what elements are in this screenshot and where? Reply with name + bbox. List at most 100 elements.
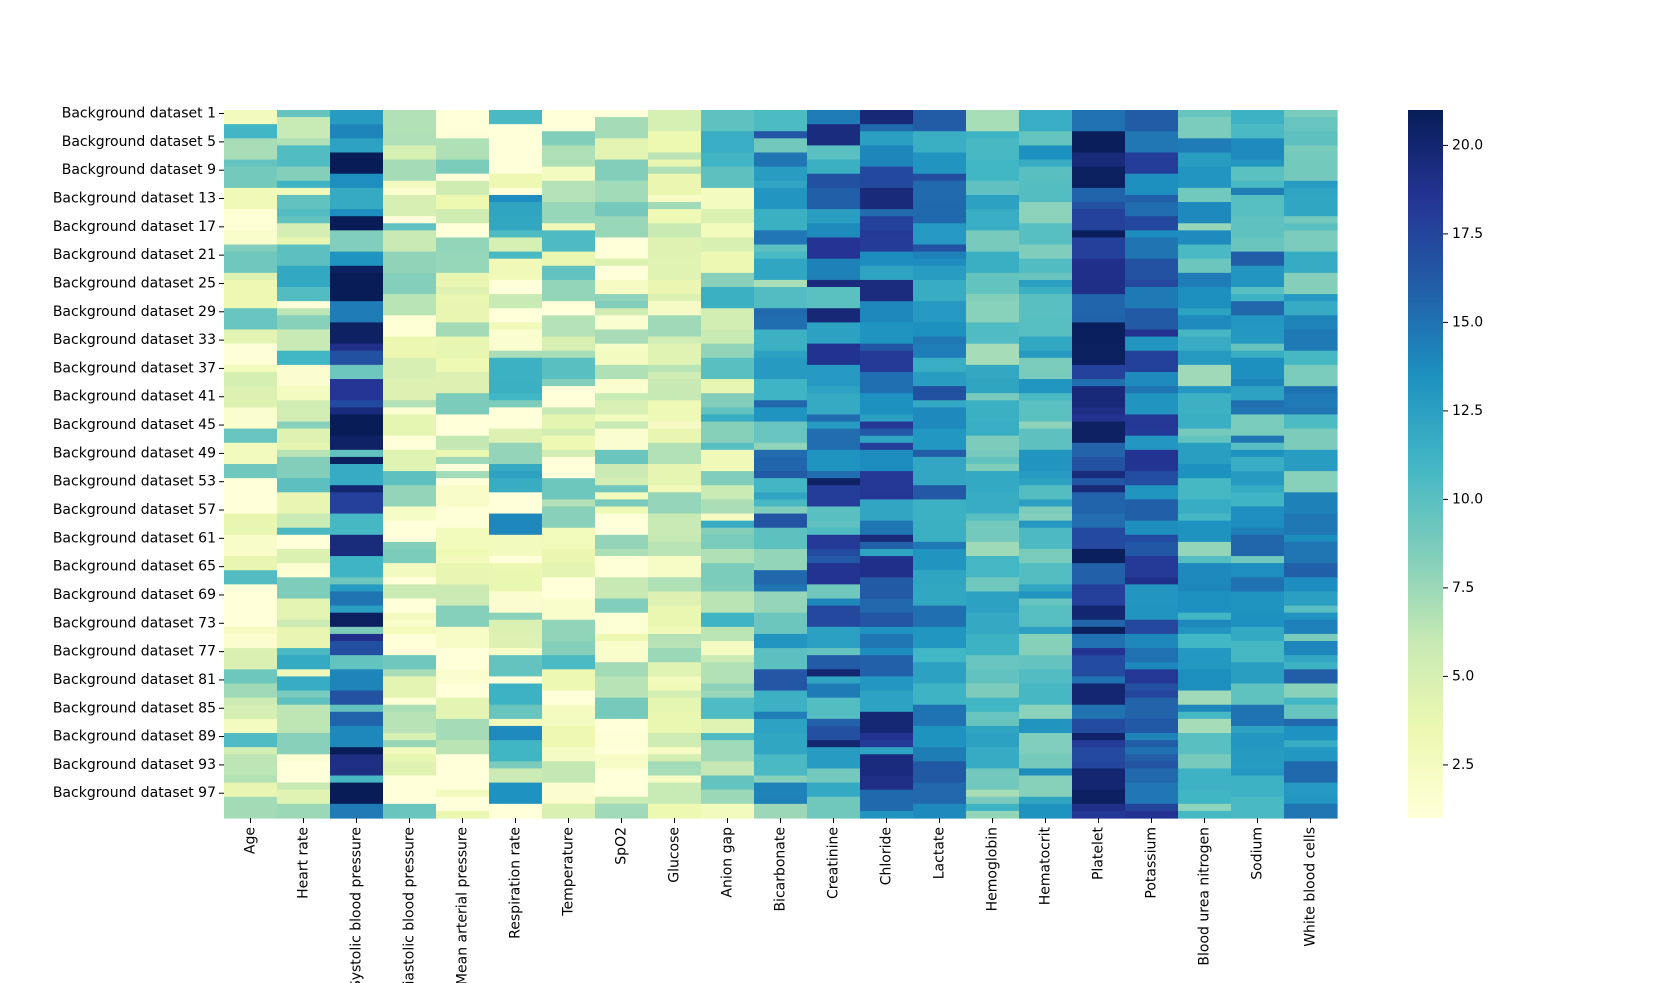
heatmap-cell — [383, 294, 437, 302]
heatmap-cell — [807, 216, 861, 224]
heatmap-cell — [277, 506, 331, 515]
heatmap-cell — [1284, 704, 1338, 713]
heatmap-cell — [1125, 492, 1179, 500]
heatmap-cell — [1231, 641, 1285, 649]
heatmap-cell — [860, 180, 914, 189]
heatmap-cell — [1019, 733, 1073, 741]
heatmap-cell — [754, 244, 808, 253]
colorbar-tick-label: 5.0 — [1452, 668, 1474, 684]
heatmap-cell — [1284, 272, 1338, 281]
heatmap-cell — [595, 655, 649, 663]
heatmap-cell — [330, 471, 384, 479]
heatmap-cell — [754, 655, 808, 663]
heatmap-cell — [489, 216, 543, 224]
heatmap-cell — [913, 173, 967, 182]
heatmap-cell — [330, 669, 384, 677]
heatmap-cell — [807, 718, 861, 727]
heatmap-cell — [1284, 287, 1338, 295]
heatmap-cell — [436, 209, 490, 217]
heatmap-cell — [1178, 520, 1232, 529]
heatmap-cell — [277, 541, 331, 550]
heatmap-cell — [277, 740, 331, 748]
column-label: Systolic blood pressure — [349, 827, 365, 983]
heatmap-cell — [595, 202, 649, 210]
heatmap-cell — [913, 796, 967, 805]
heatmap-cell — [913, 336, 967, 345]
heatmap-cell — [807, 754, 861, 762]
heatmap-cell — [330, 166, 384, 175]
heatmap-cell — [1125, 676, 1179, 685]
heatmap-cell — [860, 449, 914, 458]
heatmap-cell — [754, 230, 808, 239]
heatmap-cell — [1231, 556, 1285, 564]
heatmap-cell — [1231, 336, 1285, 345]
heatmap-cell — [542, 407, 596, 416]
heatmap-cell — [1072, 258, 1126, 267]
heatmap-cell — [807, 704, 861, 713]
heatmap-cell — [1178, 357, 1232, 366]
heatmap-cell — [436, 386, 490, 394]
heatmap-cell — [542, 244, 596, 253]
heatmap-cell — [1019, 648, 1073, 656]
heatmap-cell — [860, 563, 914, 571]
heatmap-cell — [648, 145, 702, 154]
heatmap-cell — [1072, 371, 1126, 380]
heatmap-cell — [1072, 619, 1126, 628]
heatmap-cell — [595, 803, 649, 812]
heatmap-cell — [277, 428, 331, 437]
heatmap-cell — [436, 676, 490, 685]
heatmap-cell — [1125, 612, 1179, 621]
heatmap-cell — [1284, 733, 1338, 741]
heatmap-cell — [1072, 244, 1126, 253]
heatmap-cell — [595, 697, 649, 706]
heatmap-cell — [860, 747, 914, 755]
heatmap-cell — [1284, 230, 1338, 239]
heatmap-cell — [913, 464, 967, 472]
heatmap-cell — [860, 499, 914, 508]
heatmap-cell — [383, 725, 437, 734]
heatmap-cell — [966, 591, 1020, 600]
heatmap-cell — [966, 202, 1020, 210]
heatmap-cell — [1231, 456, 1285, 465]
heatmap-cell — [330, 711, 384, 720]
heatmap-cell — [807, 499, 861, 508]
heatmap-cell — [754, 464, 808, 472]
heatmap-cell — [1019, 541, 1073, 550]
heatmap-cell — [224, 563, 278, 571]
heatmap-cell — [595, 563, 649, 571]
heatmap-cell — [648, 272, 702, 281]
heatmap-cell — [542, 343, 596, 352]
heatmap-cell — [383, 548, 437, 557]
heatmap-cell — [1231, 563, 1285, 571]
heatmap-cell — [595, 789, 649, 798]
heatmap-cell — [701, 754, 755, 762]
heatmap-cell — [648, 548, 702, 557]
heatmap-cell — [807, 244, 861, 253]
heatmap-cell — [754, 364, 808, 373]
heatmap-cell — [277, 117, 331, 125]
heatmap-cell — [595, 768, 649, 777]
heatmap-cell — [860, 357, 914, 366]
heatmap-cell — [277, 591, 331, 600]
heatmap-cell — [595, 237, 649, 246]
heatmap-cell — [860, 421, 914, 430]
heatmap-cell — [701, 704, 755, 713]
heatmap-cell — [1231, 209, 1285, 217]
heatmap-cell — [701, 230, 755, 239]
heatmap-cell — [1125, 294, 1179, 302]
heatmap-cell — [489, 605, 543, 614]
heatmap-cell — [701, 598, 755, 607]
heatmap-cell — [1178, 506, 1232, 515]
heatmap-cell — [595, 223, 649, 231]
heatmap-cell — [1072, 308, 1126, 316]
heatmap-cell — [542, 308, 596, 316]
heatmap-cell — [1284, 662, 1338, 670]
heatmap-cell — [595, 775, 649, 784]
heatmap-cell — [1019, 718, 1073, 727]
heatmap-cell — [542, 775, 596, 784]
heatmap-cell — [489, 697, 543, 706]
heatmap-cell — [701, 456, 755, 465]
heatmap-cell — [860, 641, 914, 649]
heatmap-cell — [436, 244, 490, 253]
heatmap-cell — [277, 471, 331, 479]
